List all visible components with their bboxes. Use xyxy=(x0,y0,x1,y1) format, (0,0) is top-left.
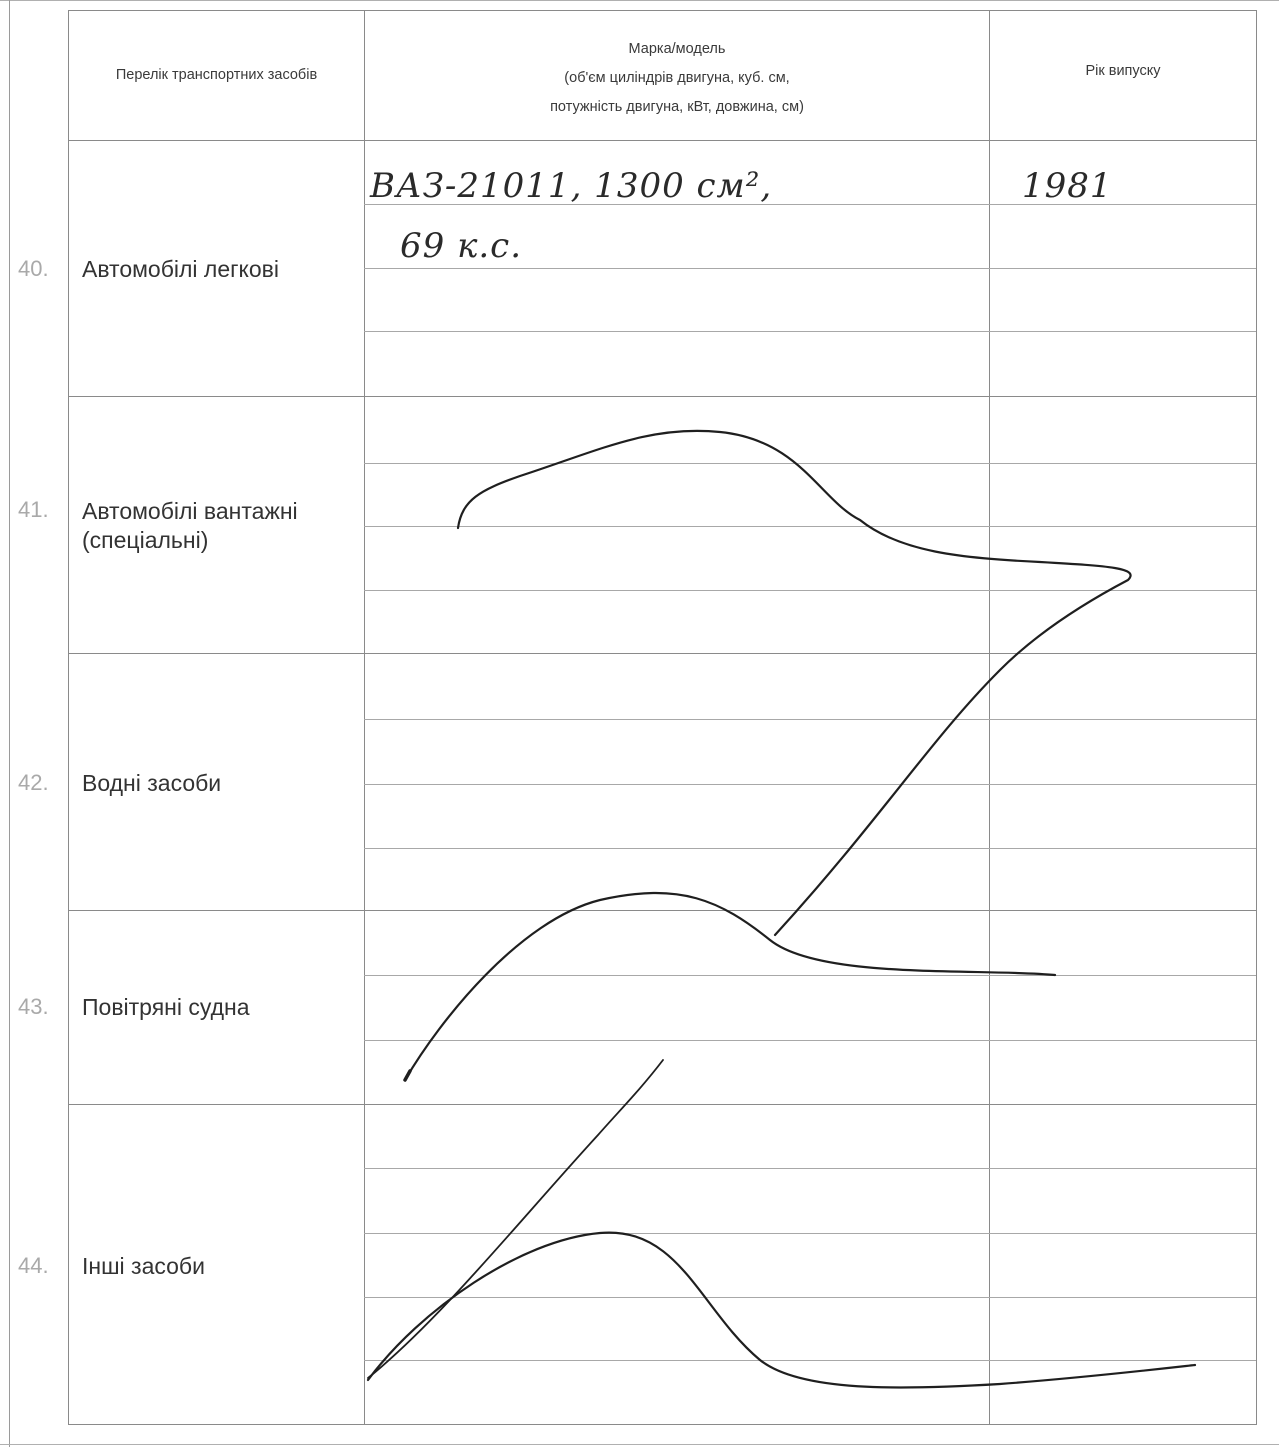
entry-line xyxy=(364,526,1256,527)
entry-line xyxy=(364,1297,1256,1298)
entry-line xyxy=(364,268,1256,269)
row-label-cars: Автомобілі легкові xyxy=(82,256,279,282)
page-edge-left xyxy=(9,0,10,1447)
entry-line xyxy=(364,1360,1256,1361)
strike-scribble-lower xyxy=(366,1231,1197,1389)
header-year: Рік випуску xyxy=(990,11,1256,131)
header-vehicle-list-label: Перелік транспортних засобів xyxy=(115,67,318,83)
handwritten-car-model: ВАЗ-21011, 1300 см², xyxy=(370,166,773,206)
entry-line xyxy=(364,1168,1256,1169)
strike-scribble-middle xyxy=(403,891,1057,1082)
header-vehicle-list: Перелік транспортних засобів xyxy=(69,11,364,140)
header-make-model: Марка/модель (об'єм циліндрів двигуна, к… xyxy=(365,28,989,128)
entry-line xyxy=(364,719,1256,720)
handwritten-car-year: 1981 xyxy=(1022,166,1113,206)
row-label-other-vehicles: Інші засоби xyxy=(82,1253,205,1279)
table-border-right xyxy=(1256,10,1257,1424)
page-edge-bottom xyxy=(0,1444,1279,1445)
row-number-42: 42. xyxy=(18,770,49,795)
row-divider-40-41 xyxy=(68,396,1257,397)
strike-scribble-diagonal xyxy=(367,1059,664,1379)
table-border-bottom xyxy=(68,1424,1257,1425)
row-label-aircraft: Повітряні судна xyxy=(82,994,250,1020)
column-divider-model xyxy=(364,10,365,1424)
entry-line xyxy=(364,1040,1256,1041)
entry-line xyxy=(364,1233,1256,1234)
row-number-41: 41. xyxy=(18,497,49,522)
header-make-model-line2: (об'єм циліндрів двигуна, куб. см, xyxy=(564,69,790,86)
entry-line xyxy=(364,848,1256,849)
header-bottom-line xyxy=(68,140,1257,141)
row-divider-43-44 xyxy=(68,1104,1257,1105)
entry-line xyxy=(364,784,1256,785)
row-label-water-vehicles: Водні засоби xyxy=(82,770,222,796)
entry-line xyxy=(364,463,1256,464)
table-border-top xyxy=(68,10,1257,11)
header-year-label: Рік випуску xyxy=(1085,62,1161,79)
row-number-44: 44. xyxy=(18,1253,49,1278)
entry-line xyxy=(364,590,1256,591)
header-make-model-line1: Марка/модель xyxy=(628,40,726,57)
handwritten-car-power: 69 к.с. xyxy=(400,226,523,266)
row-number-43: 43. xyxy=(18,994,49,1019)
table-border-left xyxy=(68,10,69,1424)
entry-line xyxy=(364,975,1256,976)
row-label-trucks: Автомобілі вантажні (спеціальні) xyxy=(82,498,298,553)
strike-scribble-hook xyxy=(403,1069,412,1082)
strike-scribble-upper xyxy=(456,429,1132,937)
row-divider-41-42 xyxy=(68,653,1257,654)
column-divider-year xyxy=(989,10,990,1424)
entry-line xyxy=(364,204,1256,205)
page-edge-top xyxy=(0,0,1279,1)
row-divider-42-43 xyxy=(68,910,1257,911)
row-number-40: 40. xyxy=(18,256,49,281)
entry-line xyxy=(364,331,1256,332)
header-make-model-line3: потужність двигуна, кВт, довжина, см) xyxy=(550,98,804,115)
